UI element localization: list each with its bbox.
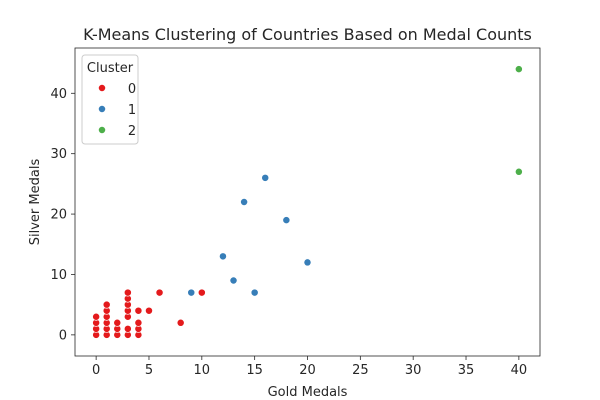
- data-point-cluster-0: [145, 306, 153, 315]
- data-point-cluster-1: [282, 216, 291, 225]
- data-point-cluster-0: [134, 318, 143, 327]
- data-point-cluster-1: [187, 288, 196, 297]
- x-tick-label: 15: [246, 363, 263, 378]
- data-point-cluster-0: [155, 288, 164, 297]
- data-point-cluster-1: [261, 173, 270, 182]
- data-point-cluster-0: [134, 306, 143, 315]
- data-point-cluster-0: [176, 318, 185, 327]
- data-points: [92, 65, 523, 339]
- legend-box: [81, 54, 139, 145]
- x-tick-label: 10: [194, 363, 211, 378]
- data-point-cluster-1: [250, 288, 259, 297]
- y-axis-label: Silver Medals: [28, 159, 43, 246]
- data-point-cluster-2: [514, 65, 523, 74]
- data-point-cluster-2: [514, 167, 523, 176]
- x-tick-label: 40: [511, 363, 528, 378]
- legend: Cluster 0 1 2: [81, 54, 139, 145]
- legend-label-0: 0: [128, 82, 136, 97]
- x-tick-label: 0: [92, 363, 100, 378]
- data-point-cluster-0: [102, 300, 111, 309]
- x-tick-label: 30: [405, 363, 422, 378]
- x-axis-label: Gold Medals: [268, 385, 348, 400]
- data-point-cluster-1: [219, 252, 227, 261]
- chart-title: K-Means Clustering of Countries Based on…: [83, 25, 532, 44]
- data-point-cluster-1: [229, 276, 238, 285]
- x-tick-label: 25: [352, 363, 369, 378]
- data-point-cluster-1: [240, 198, 249, 206]
- data-point-cluster-0: [113, 318, 122, 327]
- data-point-cluster-1: [303, 258, 312, 267]
- legend-marker-0: [98, 84, 106, 92]
- x-tick-label: 20: [299, 363, 316, 378]
- legend-marker-2: [98, 126, 106, 134]
- legend-marker-1: [98, 105, 106, 113]
- legend-label-2: 2: [128, 124, 136, 139]
- data-point-cluster-0: [197, 288, 206, 297]
- y-tick-label: 0: [59, 328, 67, 343]
- x-axis-ticks: 0 5 10 15 20 25 30 35 40: [92, 356, 527, 378]
- data-point-cluster-0: [123, 288, 132, 297]
- y-tick-label: 10: [50, 268, 67, 283]
- y-tick-label: 20: [50, 208, 67, 223]
- y-tick-label: 40: [50, 87, 67, 102]
- plot-area: [74, 47, 541, 357]
- legend-label-1: 1: [128, 103, 136, 118]
- data-point-cluster-0: [123, 324, 132, 333]
- data-point-cluster-0: [92, 312, 101, 321]
- x-tick-label: 35: [458, 363, 475, 378]
- x-tick-label: 5: [145, 363, 153, 378]
- y-tick-label: 30: [50, 147, 67, 162]
- legend-title: Cluster: [87, 61, 134, 76]
- y-axis-ticks: 0 10 20 30 40: [50, 87, 75, 343]
